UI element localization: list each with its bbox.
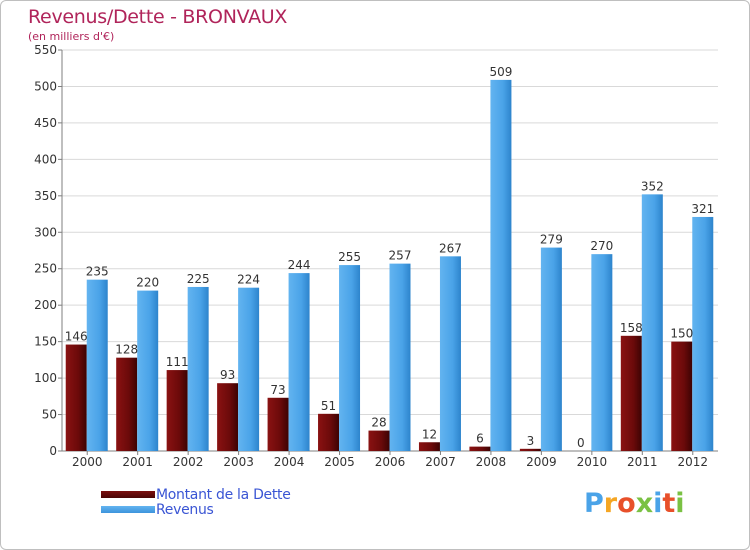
bar-revenus — [288, 273, 310, 451]
logo-letter: r — [603, 488, 618, 519]
logo-letter: P — [584, 488, 604, 519]
x-tick-label: 2009 — [526, 455, 557, 469]
bar-revenus — [641, 194, 663, 452]
data-label-debt: 28 — [371, 416, 386, 430]
logo-letter: i — [653, 488, 663, 519]
x-tick-label: 2011 — [627, 455, 658, 469]
data-label-revenus: 235 — [86, 265, 109, 279]
data-label-debt: 146 — [65, 330, 88, 344]
x-tick-label: 2001 — [122, 455, 153, 469]
y-tick-label: 500 — [34, 79, 57, 93]
x-tick-label: 2002 — [173, 455, 204, 469]
logo-letter: t — [662, 488, 676, 519]
y-tick-label: 350 — [34, 189, 57, 203]
y-tick-label: 300 — [34, 225, 57, 239]
x-tick-label: 2010 — [577, 455, 608, 469]
bars-layer — [65, 79, 714, 452]
bar-debt — [65, 344, 87, 451]
data-label-revenus: 224 — [237, 273, 260, 287]
y-tick-label: 50 — [42, 408, 57, 422]
bar-revenus — [187, 286, 209, 451]
y-tick-label: 250 — [34, 262, 57, 276]
x-tick-label: 2012 — [677, 455, 708, 469]
bar-revenus — [540, 247, 562, 451]
bar-debt — [519, 448, 541, 451]
y-tick-label: 150 — [34, 335, 57, 349]
logo-letter: x — [635, 488, 654, 519]
bar-revenus — [137, 290, 159, 451]
data-label-revenus: 352 — [641, 179, 664, 193]
bar-debt — [217, 383, 239, 451]
bar-debt — [418, 442, 440, 451]
bar-revenus — [238, 287, 260, 451]
data-label-revenus: 321 — [691, 202, 714, 216]
data-label-revenus: 220 — [136, 276, 159, 290]
data-label-debt: 0 — [577, 436, 585, 450]
x-tick-label: 2008 — [476, 455, 507, 469]
y-tick-label: 400 — [34, 152, 57, 166]
legend-label-revenus: Revenus — [156, 502, 214, 518]
bar-debt — [469, 446, 491, 451]
bar-revenus — [490, 79, 512, 451]
data-label-debt: 150 — [670, 327, 693, 341]
x-tick-label: 2005 — [324, 455, 355, 469]
bar-revenus — [389, 263, 411, 451]
bar-revenus — [339, 265, 361, 451]
bar-debt — [166, 370, 188, 451]
data-label-revenus: 270 — [590, 239, 613, 253]
data-label-revenus: 244 — [288, 258, 311, 272]
legend-swatch-debt — [101, 491, 155, 498]
bar-debt — [116, 357, 138, 451]
data-label-revenus: 267 — [439, 241, 462, 255]
legend-swatch-revenus — [101, 506, 155, 513]
y-tick-label: 550 — [34, 43, 57, 57]
proxiti-logo: Proxiti — [584, 488, 685, 519]
labels-layer: 0 50 100 150 200 250 300 350 400 450 500 550 146 235 2… — [34, 43, 714, 469]
logo-letter: o — [617, 488, 636, 519]
x-tick-label: 2006 — [375, 455, 406, 469]
data-label-revenus: 255 — [338, 250, 361, 264]
legend-label-debt: Montant de la Dette — [156, 487, 291, 503]
y-tick-label: 450 — [34, 116, 57, 130]
y-tick-label: 200 — [34, 298, 57, 312]
data-label-debt: 12 — [422, 427, 437, 441]
chart-subtitle: (en milliers d'€) — [28, 30, 115, 43]
bar-revenus — [692, 216, 714, 451]
bar-debt — [620, 335, 642, 451]
bar-revenus — [86, 279, 108, 451]
data-label-debt: 3 — [527, 434, 535, 448]
bar-debt — [267, 397, 289, 451]
data-label-debt: 93 — [220, 368, 235, 382]
chart-title: Revenus/Dette - BRONVAUX — [28, 6, 288, 28]
logo-letter: i — [675, 488, 685, 519]
data-label-debt: 158 — [620, 321, 643, 335]
x-tick-label: 2004 — [274, 455, 305, 469]
x-tick-label: 2007 — [425, 455, 456, 469]
bar-revenus — [439, 256, 461, 451]
data-label-revenus: 257 — [389, 249, 412, 263]
data-label-debt: 128 — [115, 343, 138, 357]
data-label-revenus: 225 — [187, 272, 210, 286]
x-tick-label: 2000 — [72, 455, 103, 469]
x-tick-label: 2003 — [223, 455, 254, 469]
bar-debt — [671, 341, 693, 451]
data-label-debt: 6 — [476, 432, 484, 446]
data-label-revenus: 279 — [540, 233, 563, 247]
y-tick-label: 100 — [34, 371, 57, 385]
bar-revenus — [591, 254, 613, 451]
data-label-debt: 111 — [166, 355, 189, 369]
data-label-debt: 51 — [321, 399, 336, 413]
bar-debt — [318, 413, 340, 451]
y-tick-label: 0 — [49, 444, 57, 458]
bar-debt — [368, 430, 390, 451]
data-label-revenus: 509 — [489, 65, 512, 79]
data-label-debt: 73 — [270, 383, 285, 397]
